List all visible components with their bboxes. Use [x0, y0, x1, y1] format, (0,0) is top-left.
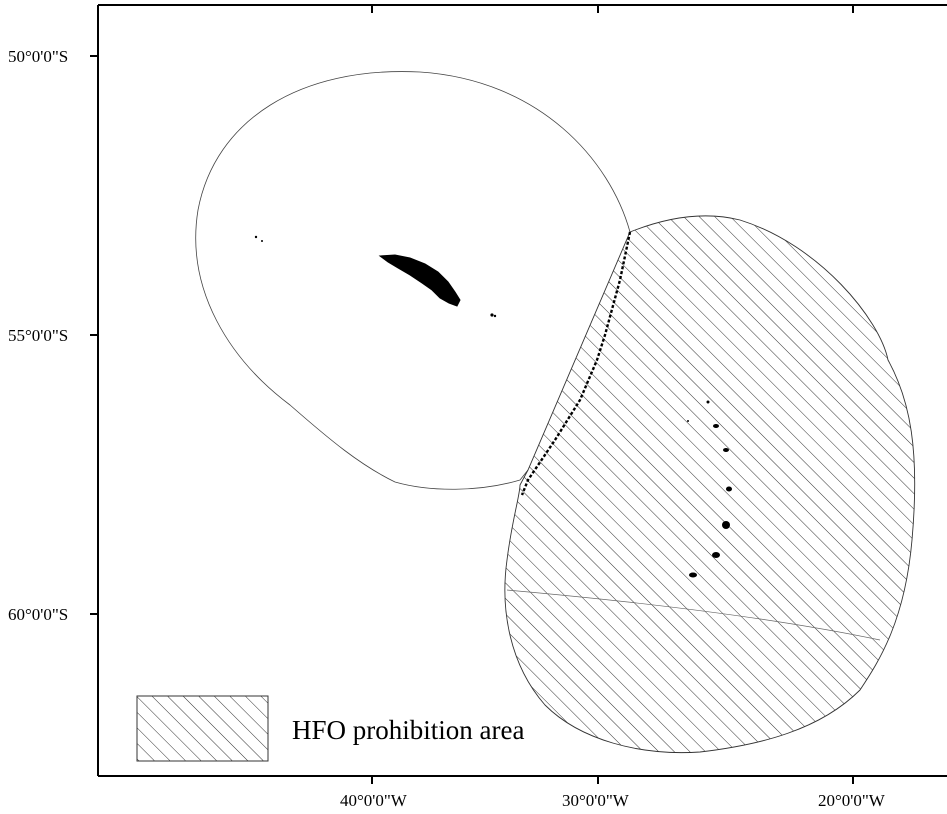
- islet: [261, 240, 263, 242]
- legend: HFO prohibition area: [136, 695, 524, 762]
- northwest-zone-boundary: [195, 71, 631, 490]
- islet: [706, 400, 710, 404]
- y-tick-label: 55°0'0"S: [8, 326, 68, 345]
- legend-swatch: [136, 695, 269, 762]
- islet: [713, 424, 719, 428]
- islet: [722, 521, 730, 529]
- main-island: [378, 254, 461, 307]
- x-tick-label: 30°0'0"W: [562, 791, 630, 810]
- y-tick-label: 60°0'0"S: [8, 605, 68, 624]
- x-tick-label: 40°0'0"W: [340, 791, 408, 810]
- islet: [689, 572, 697, 578]
- islet: [726, 486, 732, 492]
- internal-boundary-line: [506, 589, 881, 641]
- islet: [712, 552, 720, 558]
- islet: [723, 448, 729, 452]
- islet: [490, 313, 494, 317]
- islet: [687, 420, 689, 422]
- islet: [493, 314, 497, 318]
- islet: [254, 235, 258, 239]
- map-content: [195, 71, 916, 754]
- legend-label: HFO prohibition area: [292, 715, 524, 745]
- x-tick-label: 20°0'0"W: [818, 791, 886, 810]
- hfo-prohibition-area: [504, 215, 916, 754]
- y-tick-label: 50°0'0"S: [8, 47, 68, 66]
